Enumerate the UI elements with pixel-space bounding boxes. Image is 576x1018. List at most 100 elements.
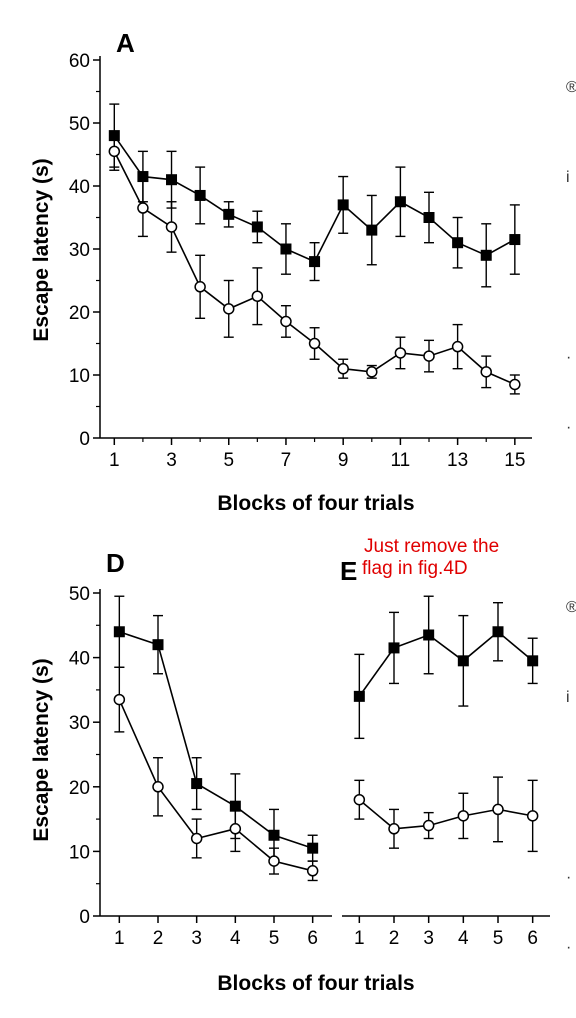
square-data-point <box>194 189 206 201</box>
circle-data-point <box>480 366 492 378</box>
y-tick-label: 60 <box>69 51 90 72</box>
edge-mark: ® <box>566 79 576 96</box>
y-tick-label: 40 <box>69 177 90 198</box>
circle-data-point <box>422 819 435 832</box>
panel-a-letter: A <box>116 28 135 58</box>
circle-data-point <box>337 362 349 375</box>
edge-mark: · <box>566 419 571 436</box>
annotation-line-2: flag in fig.4D <box>362 558 468 579</box>
panel-a-y-axis-title: Escape latency (s) <box>30 158 53 341</box>
circle-data-point <box>137 202 149 214</box>
circle-data-point <box>308 337 321 350</box>
edge-mark: ® <box>566 599 576 616</box>
panel-d-x-axis-title: Blocks of four trials <box>217 972 414 995</box>
circle-data-point <box>451 340 464 353</box>
circle-data-point <box>394 347 407 359</box>
circle-data-point <box>229 823 242 835</box>
panel-e-chart: E 1 2 3 4 5 6 <box>340 556 550 949</box>
square-data-point <box>166 174 178 186</box>
x-tick-label: 6 <box>307 928 318 949</box>
y-tick-label: 50 <box>69 584 90 605</box>
y-tick-label: 50 <box>69 114 90 135</box>
square-data-point <box>137 171 149 183</box>
edge-mark: · <box>566 939 571 956</box>
x-tick-label: 1 <box>109 450 120 471</box>
y-tick-label: 10 <box>69 366 90 387</box>
square-data-point <box>251 221 263 233</box>
panel-d-circle-series-line <box>118 699 313 872</box>
square-data-point <box>223 208 235 220</box>
square-data-point <box>280 243 292 255</box>
panel-d-y-axis-title: Escape latency (s) <box>30 658 53 841</box>
circle-data-point <box>268 855 280 867</box>
edge-mark: · <box>566 349 571 366</box>
x-tick-label: 1 <box>354 928 365 949</box>
x-tick-label: 1 <box>114 928 125 949</box>
square-data-point <box>366 224 378 236</box>
x-tick-label: 6 <box>527 928 538 949</box>
x-tick-label: 4 <box>458 928 469 949</box>
x-tick-label: 13 <box>447 450 468 471</box>
y-tick-label: 30 <box>69 713 90 734</box>
x-tick-label: 7 <box>281 450 292 471</box>
square-data-point <box>191 778 203 790</box>
circle-data-point <box>190 832 203 845</box>
square-data-point <box>452 237 464 249</box>
square-data-point <box>353 690 365 702</box>
circle-data-point <box>222 303 235 315</box>
circle-data-point <box>526 810 539 822</box>
x-tick-label: 4 <box>230 928 241 949</box>
x-tick-label: 3 <box>166 450 177 471</box>
panel-e-square-series-line <box>358 630 534 697</box>
y-tick-label: 0 <box>79 429 90 450</box>
square-data-point <box>527 655 539 667</box>
x-tick-label: 5 <box>493 928 504 949</box>
edge-mark: · <box>566 869 571 886</box>
panel-d-chart: D Escape latency (s) Blocks of four tria… <box>30 548 415 995</box>
x-tick-label: 5 <box>269 928 280 949</box>
panel-e-letter: E <box>340 556 357 586</box>
x-tick-label: 9 <box>338 450 349 471</box>
circle-data-point <box>165 221 178 233</box>
panel-a-chart: A Escape latency (s) Blocks of four tria… <box>30 28 532 515</box>
square-data-point <box>457 655 469 667</box>
y-tick-label: 20 <box>69 778 90 799</box>
x-tick-label: 3 <box>191 928 202 949</box>
annotation-line-1: Just remove the <box>364 536 499 557</box>
circle-data-point <box>388 823 400 835</box>
panel-d-letter: D <box>106 548 125 578</box>
square-data-point <box>388 642 400 654</box>
circle-data-point <box>108 145 121 158</box>
y-tick-label: 20 <box>69 303 90 324</box>
edge-mark: i <box>566 169 570 186</box>
circle-data-point <box>457 810 470 822</box>
x-tick-label: 11 <box>391 450 411 471</box>
circle-data-point <box>194 281 206 293</box>
x-tick-label: 5 <box>223 450 234 471</box>
circle-data-point <box>306 865 319 877</box>
square-data-point <box>268 829 280 841</box>
circle-data-point <box>251 290 264 302</box>
circle-data-point <box>280 315 292 328</box>
square-data-point <box>152 639 164 651</box>
circle-data-point <box>353 793 366 806</box>
panel-a-x-axis-title: Blocks of four trials <box>217 492 414 515</box>
square-data-point <box>492 626 504 638</box>
annotation-note: Just remove the flag in fig.4D <box>362 536 499 579</box>
circle-data-point <box>492 803 504 816</box>
x-tick-label: 3 <box>423 928 434 949</box>
square-data-point <box>307 842 319 854</box>
square-data-point <box>309 256 321 268</box>
circle-data-point <box>366 366 378 378</box>
circle-data-point <box>509 378 521 391</box>
circle-data-point <box>152 781 164 793</box>
square-data-point <box>337 199 349 211</box>
square-data-point <box>423 629 435 641</box>
edge-mark: i <box>566 689 570 706</box>
circle-data-point <box>423 350 435 362</box>
cropped-edge-text: ® i · · ® i · · <box>566 79 576 956</box>
y-tick-label: 0 <box>79 907 90 928</box>
x-tick-label: 15 <box>504 450 525 471</box>
y-tick-label: 30 <box>69 240 90 261</box>
square-data-point <box>394 196 406 208</box>
